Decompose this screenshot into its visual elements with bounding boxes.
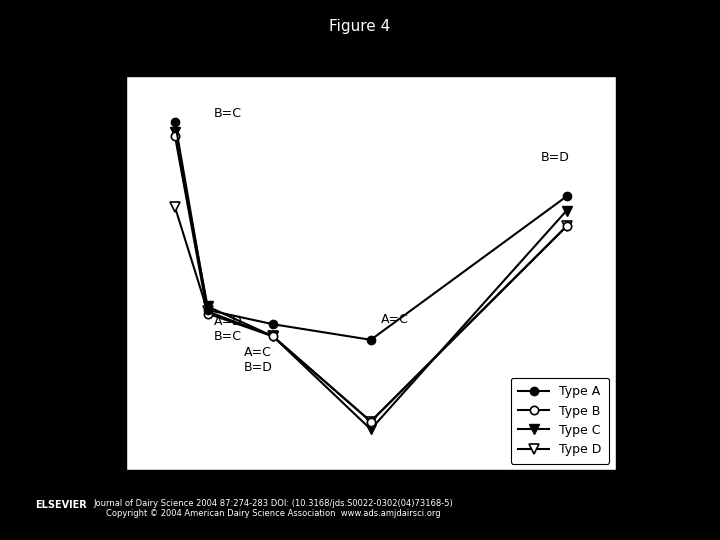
Type A xyxy=(562,193,571,200)
Type D xyxy=(203,308,212,315)
Type D xyxy=(562,223,571,230)
X-axis label: Age (d): Age (d) xyxy=(343,500,399,515)
Text: A=C: A=C xyxy=(381,313,408,326)
Type B xyxy=(366,418,375,425)
Type A xyxy=(366,336,375,343)
Line: Type D: Type D xyxy=(170,202,572,427)
Legend: Type A, Type B, Type C, Type D: Type A, Type B, Type C, Type D xyxy=(510,378,609,463)
Type A xyxy=(171,118,179,125)
Type D xyxy=(366,418,375,425)
Text: A=C
B=D: A=C B=D xyxy=(243,346,272,374)
Y-axis label: pH: pH xyxy=(67,262,82,284)
Text: Figure 4: Figure 4 xyxy=(329,19,391,34)
Type A xyxy=(203,307,212,313)
Line: Type A: Type A xyxy=(171,118,571,344)
Line: Type C: Type C xyxy=(170,127,572,434)
Text: Journal of Dairy Science 2004 87:274-283 DOI: (10.3168/jds.S0022-0302(04)73168-5: Journal of Dairy Science 2004 87:274-283… xyxy=(94,499,454,518)
Text: B=D: B=D xyxy=(541,151,570,164)
Type B xyxy=(562,223,571,230)
Text: B=C: B=C xyxy=(214,106,242,120)
Type C xyxy=(203,303,212,309)
Text: ELSEVIER: ELSEVIER xyxy=(35,500,87,510)
Line: Type B: Type B xyxy=(171,132,571,426)
Type C xyxy=(269,333,277,340)
Type C xyxy=(171,129,179,136)
Type B xyxy=(171,133,179,139)
Type C xyxy=(562,207,571,214)
Type D xyxy=(269,333,277,340)
Type A xyxy=(269,321,277,327)
Text: A=D
B=C: A=D B=C xyxy=(214,315,243,343)
Type B xyxy=(203,310,212,317)
Type C xyxy=(366,426,375,433)
Type B xyxy=(269,333,277,340)
Type D xyxy=(171,204,179,210)
